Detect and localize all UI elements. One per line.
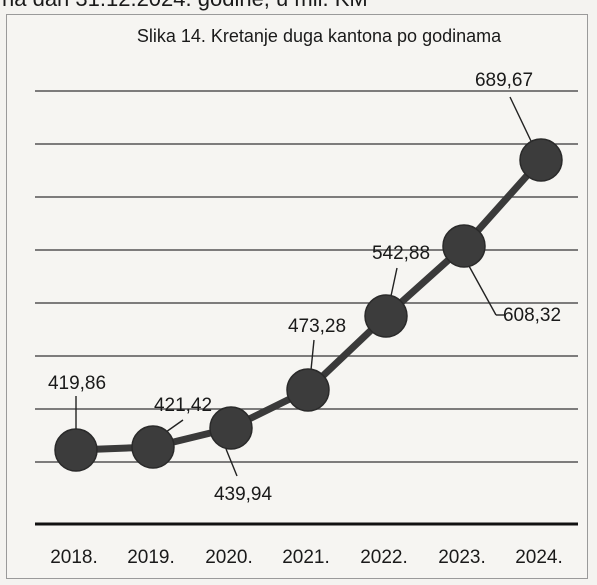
data-point-2023 bbox=[442, 224, 486, 268]
data-point-2022 bbox=[364, 294, 408, 338]
data-label-2024: 689,67 bbox=[475, 70, 533, 91]
x-tick-2022: 2022. bbox=[360, 547, 408, 568]
data-label-2020: 439,94 bbox=[214, 484, 273, 505]
data-label-2021: 473,28 bbox=[288, 316, 346, 337]
leader-line-2021 bbox=[310, 339, 315, 371]
data-label-2023: 608,32 bbox=[503, 305, 561, 326]
page-caption-fragment: na dan 31.12.2024. godine, u mil. KM bbox=[0, 0, 597, 12]
data-point-2024 bbox=[519, 138, 563, 182]
chart-title: Slika 14. Kretanje duga kantona po godin… bbox=[137, 26, 502, 46]
data-point-2019 bbox=[131, 425, 175, 469]
label-leaders bbox=[75, 96, 532, 477]
data-label-2022: 542,88 bbox=[372, 243, 430, 264]
data-label-2019: 421,42 bbox=[154, 395, 212, 416]
leader-line-2024 bbox=[509, 96, 532, 142]
x-tick-2023: 2023. bbox=[438, 547, 486, 568]
leader-line-2019 bbox=[165, 419, 184, 433]
x-tick-2018: 2018. bbox=[50, 547, 98, 568]
data-labels: 419,86 421,42 439,94 473,28 542,88 608,32 689,… bbox=[48, 70, 561, 505]
data-point-2018 bbox=[54, 428, 98, 472]
chart-frame bbox=[6, 14, 588, 579]
leader-line-2023 bbox=[468, 265, 497, 316]
x-tick-2021: 2021. bbox=[282, 547, 330, 568]
data-label-2018: 419,86 bbox=[48, 373, 106, 394]
data-point-2020 bbox=[209, 406, 253, 450]
x-tick-2019: 2019. bbox=[127, 547, 175, 568]
data-point-2021 bbox=[286, 368, 330, 412]
x-tick-2024: 2024. bbox=[515, 547, 563, 568]
leader-line-2020 bbox=[225, 448, 238, 477]
data-points bbox=[54, 138, 563, 472]
leader-line-2022 bbox=[390, 267, 398, 297]
x-tick-labels: 2018. 2019. 2020. 2021. 2022. 2023. 2024. bbox=[50, 547, 563, 568]
x-tick-2020: 2020. bbox=[205, 547, 253, 568]
